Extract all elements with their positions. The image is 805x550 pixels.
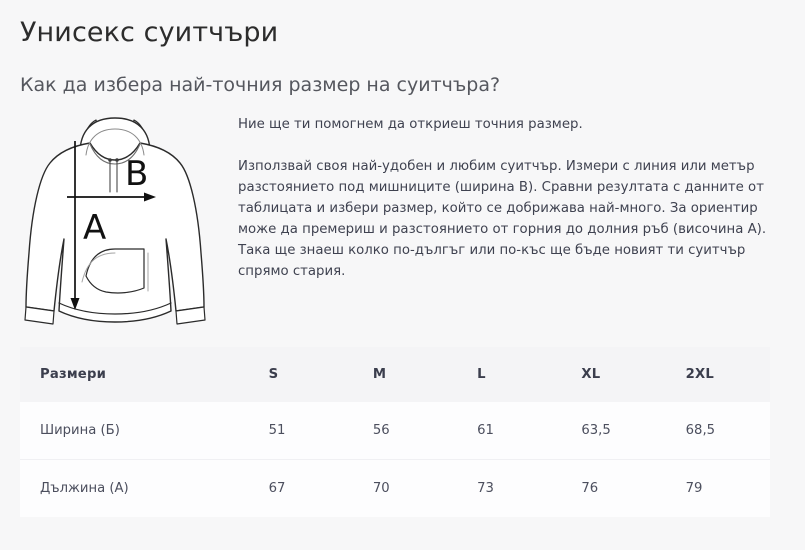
- cell-width-s: 51: [268, 423, 286, 438]
- size-chart-body: Ширина (Б) 51 56 61 63,5 68,5 Дължина (А…: [20, 402, 770, 517]
- column-header-m: M: [372, 367, 387, 382]
- cell-length-l: 73: [477, 481, 494, 496]
- intro-lead-paragraph: Ние ще ти помогнем да откриеш точния раз…: [238, 117, 583, 132]
- cell-width-l: 61: [477, 423, 494, 438]
- cell-length-2xl: 79: [685, 481, 703, 496]
- column-header-measurements: Размери: [40, 367, 107, 382]
- width-label-b: B: [125, 154, 148, 194]
- table-header-row: Размери S M L XL 2XL: [20, 347, 770, 402]
- height-label-a: A: [83, 208, 106, 248]
- size-chart-header: Размери S M L XL 2XL: [20, 347, 770, 402]
- cell-length-xl: 76: [581, 481, 599, 496]
- column-header-s: S: [268, 367, 279, 382]
- cell-width-xl: 63,5: [581, 423, 611, 438]
- intro-copy: Ние ще ти помогнем да откриеш точния раз…: [238, 114, 783, 282]
- cell-length-m: 70: [372, 481, 390, 496]
- cell-width-2xl: 68,5: [685, 423, 716, 438]
- page-title: Унисекс суитчъри: [20, 17, 279, 48]
- cell-width-m: 56: [372, 423, 390, 438]
- row-label-width: Ширина (Б): [40, 423, 120, 438]
- cell-length-s: 67: [268, 481, 286, 496]
- row-label-length: Дължина (А): [40, 481, 129, 496]
- page-subtitle: Как да избера най-точния размер на суитч…: [20, 74, 501, 96]
- table-row: Ширина (Б) 51 56 61 63,5 68,5: [20, 402, 770, 460]
- table-row: Дължина (А) 67 70 73 76 79: [20, 459, 770, 517]
- hoodie-diagram: A B: [20, 113, 210, 341]
- intro-body-paragraph: Използвай своя най-удобен и любим суитчъ…: [238, 159, 767, 279]
- column-header-xl: XL: [581, 367, 601, 382]
- intro-section: A B Ние ще ти помогнем да откриеш точния…: [20, 113, 785, 343]
- size-chart-table: Размери S M L XL 2XL Ширина (Б) 51 56 61…: [20, 347, 770, 517]
- column-header-l: L: [477, 367, 486, 382]
- column-header-2xl: 2XL: [685, 367, 715, 382]
